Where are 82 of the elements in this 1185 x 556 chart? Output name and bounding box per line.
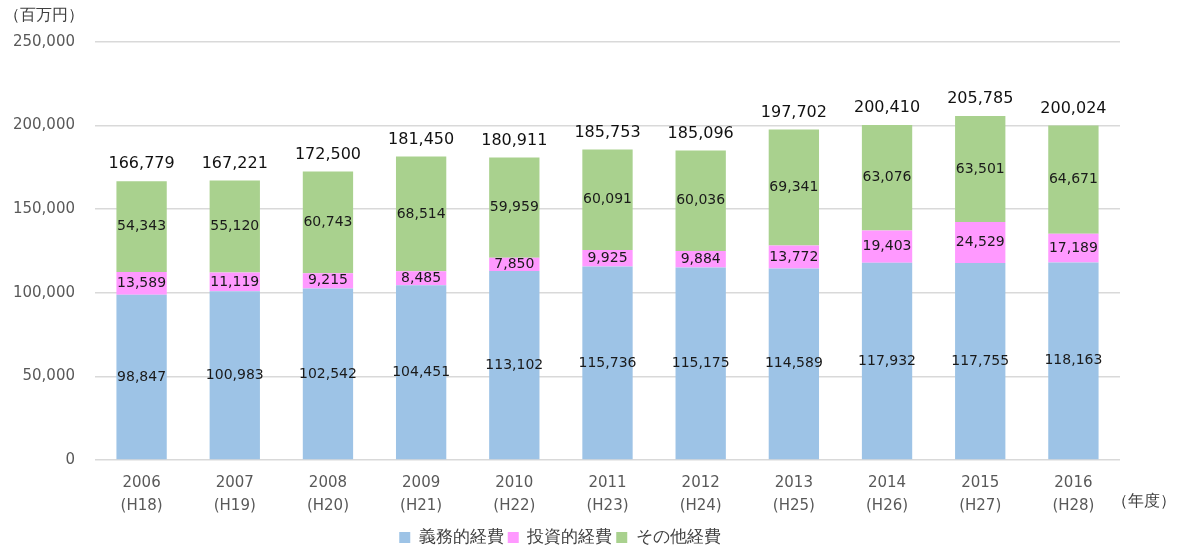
data-label: 100,983 <box>205 365 264 382</box>
data-label: 9,884 <box>680 249 721 266</box>
data-label: 115,175 <box>671 353 730 370</box>
data-label: 69,341 <box>769 178 819 195</box>
bar <box>395 285 447 460</box>
bar <box>302 171 354 274</box>
bar <box>395 156 447 272</box>
x-tick-label: 2009 (H21) <box>400 473 443 514</box>
bar <box>861 124 913 231</box>
data-label: 54,343 <box>117 217 167 234</box>
data-label: 11,119 <box>210 272 260 289</box>
bar <box>861 262 913 460</box>
data-label: 9,215 <box>307 271 348 288</box>
data-label: 115,736 <box>578 353 637 370</box>
total-label: 172,500 <box>294 143 362 163</box>
total-label: 166,779 <box>108 153 175 173</box>
data-label: 104,451 <box>392 362 451 379</box>
data-label: 17,189 <box>1048 238 1098 255</box>
data-label: 19,403 <box>862 237 912 254</box>
total-label: 181,450 <box>388 128 455 148</box>
data-label: 117,755 <box>951 351 1010 368</box>
bar <box>582 149 633 250</box>
data-label: 98,847 <box>117 367 167 384</box>
data-label: 102,542 <box>299 364 357 381</box>
y-tick-label: 0 <box>65 449 75 468</box>
x-tick-label: 2006 (H18) <box>120 473 163 514</box>
x-tick-label: 2014 (H26) <box>866 473 909 514</box>
total-label: 180,911 <box>481 129 548 149</box>
total-label: 200,410 <box>853 97 921 117</box>
data-label: 118,163 <box>1044 351 1103 368</box>
total-label: 185,753 <box>574 121 641 141</box>
bar <box>489 157 540 258</box>
x-tick-label: 2010 (H22) <box>493 473 536 514</box>
data-label: 9,925 <box>587 248 628 265</box>
x-tick-label: 2012 (H24) <box>679 473 722 514</box>
data-label: 7,850 <box>494 254 535 271</box>
data-label: 59,959 <box>489 198 539 215</box>
x-tick-label: 2015 (H27) <box>959 473 1002 514</box>
data-label: 60,743 <box>303 213 353 229</box>
x-tick-label: 2007 (H19) <box>213 473 256 514</box>
data-label: 64,671 <box>1048 170 1098 187</box>
bar <box>768 129 820 246</box>
legend-label: 投資的経費 <box>526 525 613 546</box>
x-tick-label: 2008 (H20) <box>306 473 349 514</box>
bar <box>768 268 820 460</box>
legend-label: その他経費 <box>635 525 721 546</box>
data-label: 68,514 <box>396 204 446 221</box>
bar <box>675 150 726 251</box>
total-label: 167,221 <box>201 152 268 172</box>
data-label: 113,102 <box>485 355 544 372</box>
bar <box>116 294 167 460</box>
data-label: 13,589 <box>117 274 167 291</box>
total-label: 205,785 <box>947 88 1014 108</box>
data-label: 55,120 <box>210 217 260 234</box>
x-axis-title: （年度） <box>1112 491 1176 511</box>
total-label: 197,702 <box>760 101 827 121</box>
data-label: 63,501 <box>955 159 1005 176</box>
x-tick-label: 2016 (H28) <box>1052 473 1095 514</box>
y-tick-label: 200,000 <box>12 115 75 134</box>
data-label: 24,529 <box>955 233 1005 250</box>
x-tick-label: 2013 (H25) <box>772 473 815 514</box>
legend-label: 義務的経費 <box>418 525 504 546</box>
data-label: 114,589 <box>764 354 823 371</box>
bar <box>302 288 354 460</box>
total-label: 185,096 <box>667 122 734 142</box>
data-label: 13,772 <box>769 247 819 264</box>
bar <box>1048 125 1099 234</box>
bar <box>116 181 167 273</box>
x-tick-label: 2011 (H23) <box>586 473 629 514</box>
data-label: 60,036 <box>676 191 726 208</box>
y-axis-title: （百万円） <box>4 5 84 25</box>
y-tick-label: 150,000 <box>12 199 75 218</box>
data-label: 117,932 <box>858 351 916 368</box>
y-tick-label: 100,000 <box>12 282 75 301</box>
total-label: 200,024 <box>1040 97 1107 117</box>
data-label: 8,485 <box>401 268 442 285</box>
data-label: 63,076 <box>862 168 912 185</box>
bar <box>209 180 260 273</box>
bar <box>955 115 1006 223</box>
y-tick-label: 50,000 <box>22 366 75 385</box>
data-label: 60,091 <box>583 190 632 207</box>
y-tick-label: 250,000 <box>12 31 75 50</box>
